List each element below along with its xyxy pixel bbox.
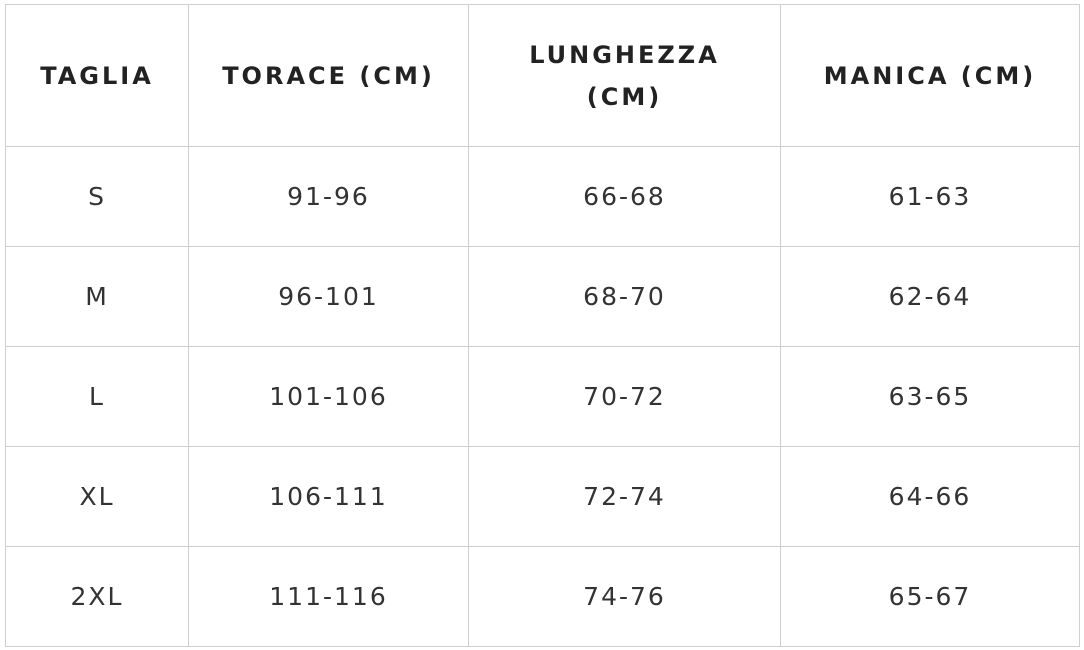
cell: 61-63 — [780, 146, 1080, 247]
cell: 66-68 — [468, 146, 781, 247]
header-text: MANICA (CM) — [823, 61, 1037, 90]
cell: 70-72 — [468, 346, 781, 447]
cell: L — [5, 346, 189, 447]
cell: 2XL — [5, 546, 189, 647]
cell: XL — [5, 446, 189, 547]
cell: 64-66 — [780, 446, 1080, 547]
row: XL 106-111 72-74 64-66 — [5, 446, 1080, 547]
header-cell: TORACE (CM) — [188, 4, 469, 147]
cell: 72-74 — [468, 446, 781, 547]
row: 2XL 111-116 74-76 65-67 — [5, 546, 1080, 647]
header-cell: TAGLIA — [5, 4, 189, 147]
size-table: TAGLIA TORACE (CM) LUNGHEZZA (CM) MANICA (C… — [5, 4, 1080, 647]
header-row: TAGLIA TORACE (CM) LUNGHEZZA (CM) MANICA (C… — [5, 4, 1080, 147]
header-text: TAGLIA — [40, 61, 154, 90]
cell: 101-106 — [188, 346, 469, 447]
cell: 74-76 — [468, 546, 781, 647]
header-cell: LUNGHEZZA (CM) — [468, 4, 781, 147]
cell: S — [5, 146, 189, 247]
cell: 63-65 — [780, 346, 1080, 447]
row: L 101-106 70-72 63-65 — [5, 346, 1080, 447]
header-text: LUNGHEZZA (CM) — [529, 40, 720, 111]
cell: 106-111 — [188, 446, 469, 547]
row: M 96-101 68-70 62-64 — [5, 246, 1080, 347]
header-text: TORACE (CM) — [222, 61, 435, 90]
table-body: S 91-96 66-68 61-63 M 96-101 68-70 62-64 L 101-10… — [5, 146, 1080, 647]
cell: M — [5, 246, 189, 347]
header-cell: MANICA (CM) — [780, 4, 1080, 147]
cell: 111-116 — [188, 546, 469, 647]
cell: 68-70 — [468, 246, 781, 347]
cell: 91-96 — [188, 146, 469, 247]
cell: 62-64 — [780, 246, 1080, 347]
row: S 91-96 66-68 61-63 — [5, 146, 1080, 247]
cell: 65-67 — [780, 546, 1080, 647]
cell: 96-101 — [188, 246, 469, 347]
